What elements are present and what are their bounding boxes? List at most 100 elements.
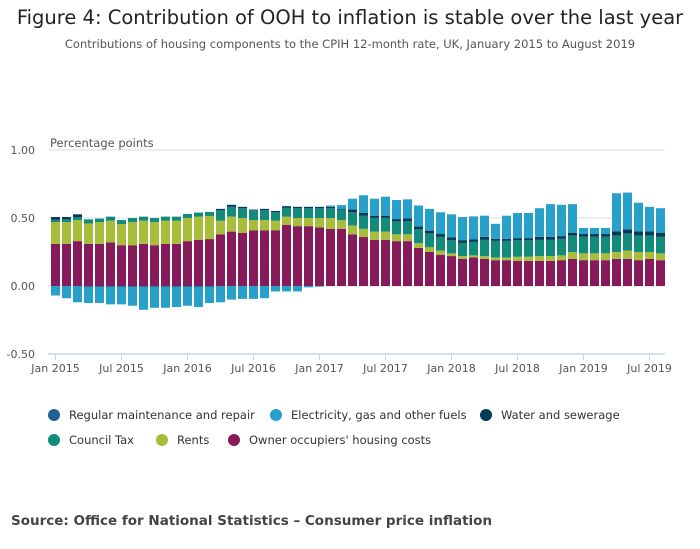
- bar-segment: [205, 239, 214, 286]
- bar-segment: [150, 218, 159, 223]
- bar-segment: [557, 239, 566, 256]
- bar-segment: [535, 239, 544, 257]
- bar-segment: [370, 215, 379, 218]
- bar-segment: [513, 260, 522, 286]
- bar-segment: [249, 209, 258, 211]
- legend-label: Rents: [177, 433, 210, 447]
- legend-item[interactable]: Council Tax: [48, 433, 134, 447]
- bar-segment: [150, 222, 159, 246]
- bar-segment: [623, 229, 632, 234]
- bar-segment: [293, 218, 302, 227]
- bar-segment: [601, 234, 610, 237]
- bar-segment: [304, 206, 313, 209]
- bar-segment: [414, 226, 423, 230]
- bar-segment: [425, 252, 434, 286]
- bar-segment: [205, 215, 214, 240]
- x-tick-label: Jan 2018: [426, 362, 475, 375]
- bar-segment: [51, 243, 60, 286]
- bar-segment: [216, 234, 225, 286]
- bar-segment: [579, 237, 588, 254]
- bar-segment: [535, 236, 544, 240]
- legend-item[interactable]: Regular maintenance and repair: [48, 408, 255, 422]
- bar-segment: [304, 286, 313, 288]
- bar-segment: [403, 221, 412, 222]
- bar-segment: [645, 252, 654, 259]
- bar-segment: [392, 200, 401, 220]
- bar-segment: [414, 229, 423, 244]
- bar-segment: [117, 220, 126, 225]
- bar-segment: [392, 221, 401, 222]
- bar-segment: [282, 286, 291, 292]
- bar-segment: [546, 260, 555, 286]
- bar-segment: [227, 204, 236, 207]
- bar-segment: [271, 210, 280, 213]
- bar-segment: [480, 256, 489, 259]
- bar-segment: [590, 237, 599, 254]
- legend-label: Electricity, gas and other fuels: [291, 408, 467, 422]
- bar-segment: [194, 286, 203, 287]
- bar-segment: [436, 236, 445, 238]
- bar-segment: [447, 237, 456, 241]
- bar-segment: [348, 212, 357, 213]
- bar-segment: [480, 239, 489, 240]
- bar-segment: [249, 220, 258, 231]
- bar-segment: [524, 240, 533, 257]
- bar-segment: [293, 286, 302, 292]
- bar-segment: [458, 240, 467, 243]
- bar-segment: [645, 235, 654, 252]
- bar-segment: [645, 206, 654, 232]
- bar-segment: [128, 222, 137, 246]
- bar-segment: [161, 286, 170, 308]
- bar-segment: [348, 234, 357, 286]
- bar-segment: [403, 218, 412, 222]
- bar-segment: [447, 256, 456, 286]
- bar-segment: [623, 192, 632, 230]
- bar-segment: [513, 212, 522, 239]
- bar-segment: [106, 220, 115, 243]
- bar-segment: [337, 220, 346, 229]
- bar-segment: [447, 240, 456, 241]
- bar-segment: [172, 286, 181, 287]
- bar-segment: [381, 217, 390, 219]
- bar-segment: [513, 238, 522, 241]
- bar-segment: [304, 218, 313, 227]
- bar-segment: [546, 239, 555, 257]
- legend-swatch-icon: [156, 434, 168, 446]
- bar-segment: [656, 208, 665, 233]
- bar-segment: [579, 236, 588, 238]
- legend-item[interactable]: Owner occupiers' housing costs: [228, 433, 431, 447]
- bar-segment: [51, 219, 60, 221]
- bar-segment: [282, 207, 291, 209]
- bar-segment: [326, 218, 335, 229]
- bar-segment: [458, 256, 467, 259]
- bar-segment: [535, 239, 544, 240]
- bar-segment: [656, 232, 665, 237]
- bar-segment: [414, 229, 423, 230]
- bar-segment: [271, 212, 280, 213]
- bar-segment: [447, 214, 456, 238]
- legend-item[interactable]: Electricity, gas and other fuels: [270, 408, 467, 422]
- bar-segment: [645, 235, 654, 236]
- bar-segment: [590, 234, 599, 237]
- bar-segment: [216, 286, 225, 303]
- bar-segment: [62, 286, 71, 299]
- bar-segment: [117, 245, 126, 286]
- legend-item[interactable]: Rents: [156, 433, 209, 447]
- bar-segment: [161, 220, 170, 244]
- bar-segment: [62, 217, 71, 220]
- bar-segment: [469, 216, 478, 240]
- bar-segment: [62, 219, 71, 220]
- bar-segment: [425, 247, 434, 252]
- legend-item[interactable]: Water and sewerage: [480, 408, 620, 422]
- bar-segment: [469, 241, 478, 256]
- x-tick-label: Jul 2015: [98, 362, 144, 375]
- bar-segment: [315, 286, 324, 287]
- bar-segment: [425, 233, 434, 234]
- bar-segment: [359, 195, 368, 213]
- bar-segment: [612, 235, 621, 252]
- bar-segment: [634, 260, 643, 286]
- bar-segment: [326, 208, 335, 218]
- bar-segment: [139, 220, 148, 244]
- bar-segment: [348, 198, 357, 210]
